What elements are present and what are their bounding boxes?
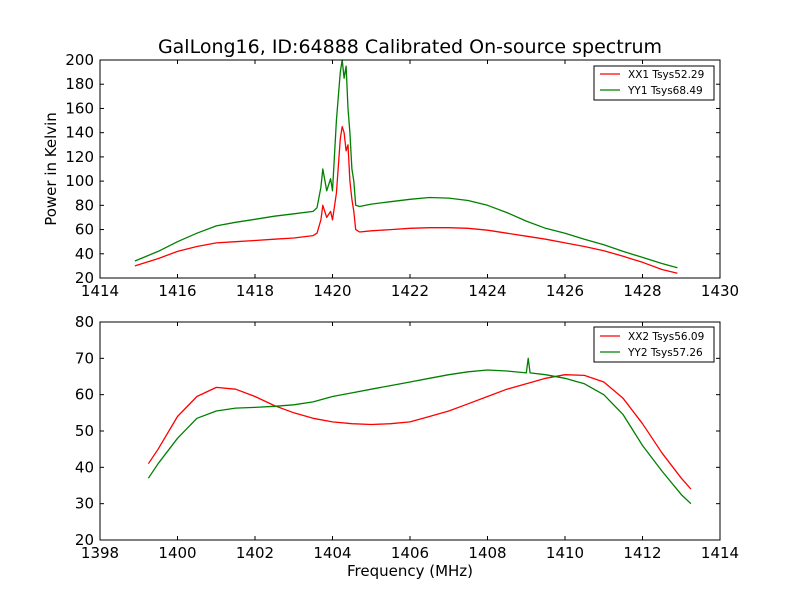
bottom-x-tick-label: 1410 — [546, 544, 584, 562]
x-axis-label: Frequency (MHz) — [347, 562, 473, 580]
bottom-y-tick-label: 20 — [75, 531, 94, 549]
legend-label-yy1: YY1 Tsys68.49 — [627, 85, 703, 97]
top-x-tick-label: 1426 — [546, 282, 584, 300]
top-y-tick-label: 180 — [65, 75, 94, 93]
bottom-legend: XX2 Tsys56.09 YY2 Tsys57.26 — [593, 326, 715, 363]
bottom-y-tick-label: 60 — [75, 386, 94, 404]
bottom-x-tick-label: 1402 — [236, 544, 274, 562]
top-x-tick-label: 1418 — [236, 282, 274, 300]
top-x-tick-label: 1414 — [81, 282, 119, 300]
series-line-yy2-tsys57-26 — [147, 357, 692, 505]
bottom-x-tick-label: 1400 — [158, 544, 196, 562]
bottom-x-tick-label: 1414 — [701, 544, 739, 562]
bottom-y-tick-label: 80 — [75, 313, 94, 331]
series-line-xx2-tsys56-09 — [147, 374, 692, 490]
top-x-tick-label: 1420 — [313, 282, 351, 300]
y-axis-label: Power in Kelvin — [42, 112, 60, 226]
bottom-x-tick-label: 1406 — [391, 544, 429, 562]
bottom-x-tick-label: 1408 — [468, 544, 506, 562]
bottom-panel: 1398 1400 1402 1404 1406 1408 1410 1412 1414 20 30… — [75, 313, 739, 580]
bottom-y-tick-label: 40 — [75, 458, 94, 476]
bottom-y-tick-label: 70 — [75, 349, 94, 367]
top-x-tick-label: 1422 — [391, 282, 429, 300]
top-y-tick-label: 60 — [75, 221, 94, 239]
top-x-tick-label: 1424 — [468, 282, 506, 300]
top-panel-series — [134, 59, 678, 274]
top-x-tick-label: 1430 — [701, 282, 739, 300]
top-y-tick-label: 160 — [65, 99, 94, 117]
bottom-x-tick-label: 1412 — [623, 544, 661, 562]
series-line-xx1-tsys52-29 — [134, 125, 678, 274]
top-y-tick-label: 40 — [75, 245, 94, 263]
top-x-tick-label: 1428 — [623, 282, 661, 300]
legend-label-xx1: XX1 Tsys52.29 — [628, 69, 704, 81]
top-y-tick-label: 200 — [65, 51, 94, 69]
top-legend-box — [593, 65, 715, 101]
bottom-y-tick-label: 50 — [75, 422, 94, 440]
bottom-legend-box — [593, 326, 715, 363]
top-legend: XX1 Tsys52.29 YY1 Tsys68.49 — [593, 65, 715, 101]
chart-title: GalLong16, ID:64888 Calibrated On-source… — [158, 36, 662, 58]
bottom-panel-ticks: 1398 1400 1402 1404 1406 1408 1410 1412 1414 20 30… — [75, 313, 739, 562]
bottom-x-tick-label: 1398 — [81, 544, 119, 562]
series-line-yy1-tsys68-49 — [134, 59, 678, 269]
bottom-y-tick-label: 30 — [75, 495, 94, 513]
bottom-panel-series — [147, 357, 692, 505]
top-panel: 1414 1416 1418 1420 1422 1424 1426 1428 1430 20 40… — [42, 51, 739, 300]
top-y-tick-label: 120 — [65, 148, 94, 166]
legend-label-yy2: YY2 Tsys57.26 — [627, 347, 703, 359]
top-x-tick-label: 1416 — [158, 282, 196, 300]
top-y-tick-label: 20 — [75, 269, 94, 287]
top-y-tick-label: 80 — [75, 196, 94, 214]
bottom-x-tick-label: 1404 — [313, 544, 351, 562]
top-y-tick-label: 100 — [65, 172, 94, 190]
top-panel-ticks: 1414 1416 1418 1420 1422 1424 1426 1428 1430 20 40… — [65, 51, 739, 300]
legend-label-xx2: XX2 Tsys56.09 — [628, 331, 704, 343]
top-y-tick-label: 140 — [65, 124, 94, 142]
